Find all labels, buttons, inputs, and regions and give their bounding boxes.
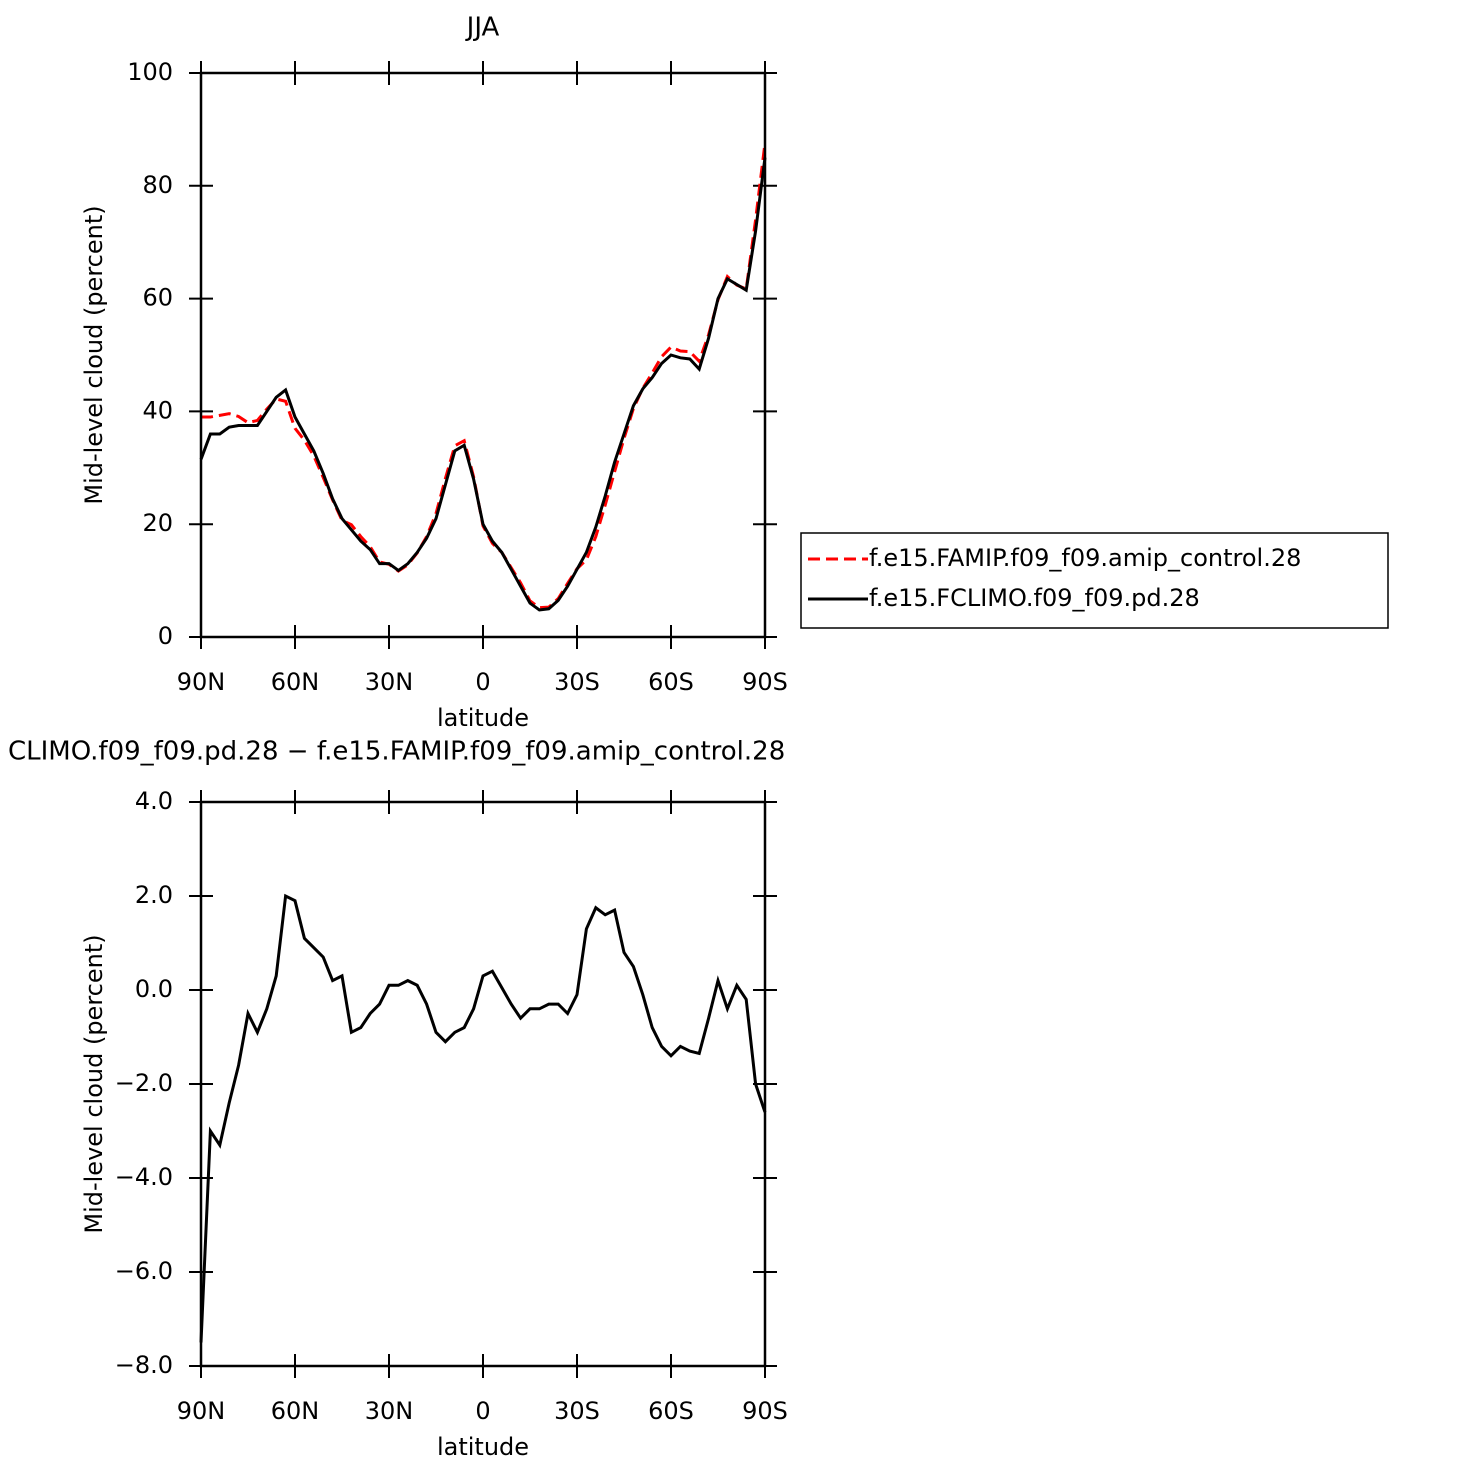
x-tick-label: 30S xyxy=(554,668,600,696)
y-tick-label: 40 xyxy=(142,396,173,424)
plot-frame xyxy=(199,800,767,1368)
plot-frame xyxy=(199,71,767,639)
y-tick-label: −4.0 xyxy=(115,1163,173,1191)
x-tick-label: 0 xyxy=(475,668,490,696)
legend-label: f.e15.FCLIMO.f09_f09.pd.28 xyxy=(869,584,1200,612)
data-line xyxy=(199,157,767,612)
y-tick-label: −2.0 xyxy=(115,1069,173,1097)
x-axis-label: latitude xyxy=(437,704,529,732)
x-tick-label: 30N xyxy=(365,668,414,696)
y-tick-label: 80 xyxy=(142,171,173,199)
legend-label: f.e15.FAMIP.f09_f09.amip_control.28 xyxy=(869,544,1301,572)
y-tick-label: 100 xyxy=(127,58,173,86)
x-tick-label: 90S xyxy=(742,668,788,696)
x-tick-label: 60S xyxy=(648,1397,694,1425)
x-tick-label: 60S xyxy=(648,668,694,696)
y-tick-label: 4.0 xyxy=(135,787,173,815)
x-tick-label: 90N xyxy=(177,668,226,696)
y-tick-label: 20 xyxy=(142,509,173,537)
y-axis-label: Mid-level cloud (percent) xyxy=(80,205,108,504)
x-tick-label: 0 xyxy=(475,1397,490,1425)
legend-box xyxy=(800,532,1389,629)
y-tick-label: −8.0 xyxy=(115,1351,173,1379)
x-tick-label: 30N xyxy=(365,1397,414,1425)
data-line xyxy=(199,893,767,1343)
chart-title: JJA xyxy=(465,13,500,43)
y-axis-label: Mid-level cloud (percent) xyxy=(80,934,108,1233)
y-tick-label: 2.0 xyxy=(135,881,173,909)
data-line xyxy=(201,142,767,610)
x-tick-label: 60N xyxy=(271,1397,320,1425)
x-tick-label: 90N xyxy=(177,1397,226,1425)
x-tick-label: 90S xyxy=(742,1397,788,1425)
y-tick-label: 60 xyxy=(142,284,173,312)
y-tick-label: −6.0 xyxy=(115,1257,173,1285)
chart-title: CLIMO.f09_f09.pd.28 − f.e15.FAMIP.f09_f0… xyxy=(8,737,785,767)
y-tick-label: 0.0 xyxy=(135,975,173,1003)
x-tick-label: 60N xyxy=(271,668,320,696)
x-axis-label: latitude xyxy=(437,1433,529,1461)
y-tick-label: 0 xyxy=(158,622,173,650)
x-tick-label: 30S xyxy=(554,1397,600,1425)
